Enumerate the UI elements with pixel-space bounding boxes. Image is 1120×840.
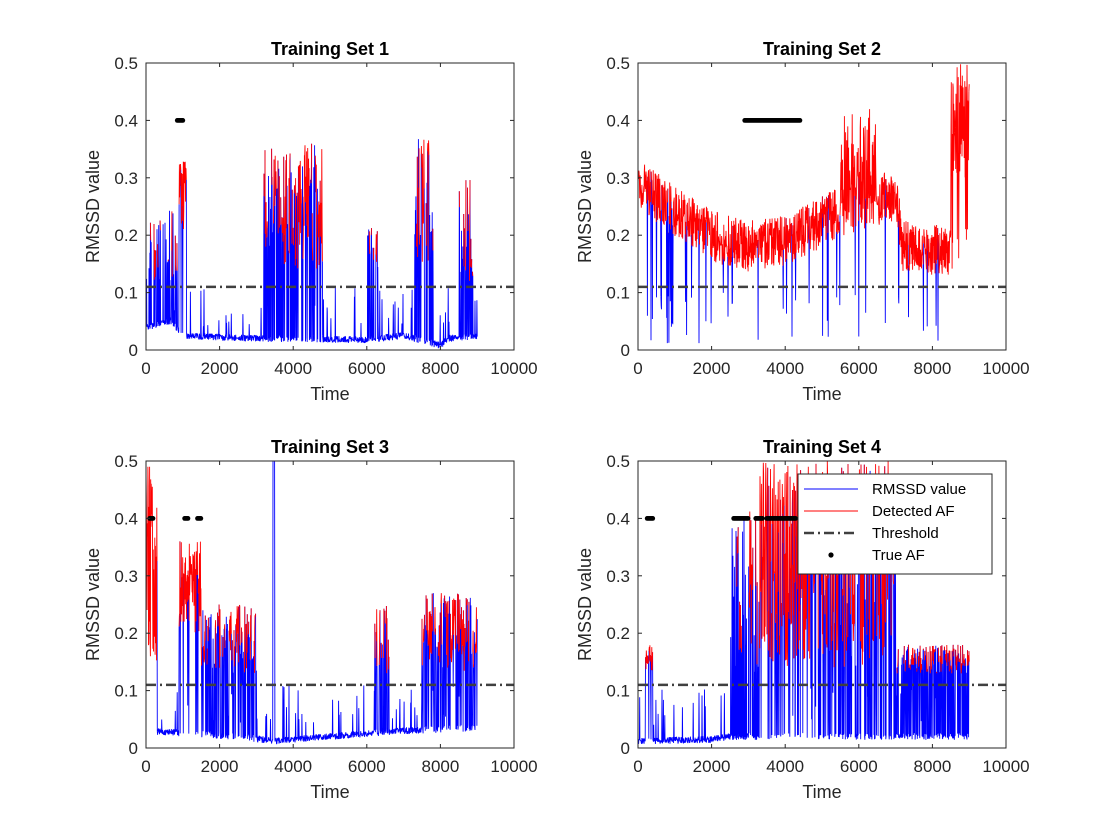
x-tick-label: 4000 [274,757,312,776]
true-af-point [650,516,656,521]
y-tick-label: 0.2 [114,624,138,643]
y-axis-label: RMSSD value [575,548,595,661]
axes-box [145,460,515,749]
x-tick-label: 4000 [766,757,804,776]
x-tick-label: 8000 [421,359,459,378]
legend-swatch-dot [828,552,834,558]
x-tick-label: 10000 [982,359,1029,378]
true-af-point [797,118,803,123]
y-axis-label: RMSSD value [83,150,103,263]
y-tick-label: 0.2 [606,624,630,643]
x-tick-label: 8000 [421,757,459,776]
x-tick-label: 0 [141,757,150,776]
x-tick-label: 2000 [201,757,239,776]
x-tick-label: 0 [633,757,642,776]
y-axis-label: RMSSD value [575,150,595,263]
y-tick-label: 0.3 [114,169,138,188]
subplot-1: 0 2000 4000 6000 8000 10000 0 0.1 0.2 0.3 0.4 0.5 Tr… [83,39,538,404]
y-tick-label: 0.2 [114,226,138,245]
y-tick-label: 0.3 [606,169,630,188]
legend-entry-label: True AF [872,547,925,564]
x-tick-label: 6000 [840,757,878,776]
y-tick-label: 0.2 [606,226,630,245]
axes-box [145,62,515,351]
y-tick-label: 0.4 [606,111,630,130]
x-tick-label: 2000 [693,757,731,776]
true-af-point [185,516,191,521]
true-af-point [150,516,156,521]
legend-entry-label: RMSSD value [872,481,966,498]
x-axis-label: Time [310,782,349,802]
y-tick-label: 0.1 [114,682,138,701]
legend-entry-label: Threshold [872,525,939,542]
y-tick-label: 0 [621,739,630,758]
x-tick-label: 0 [141,359,150,378]
axes-box [637,62,1007,351]
y-tick-label: 0.3 [606,567,630,586]
y-tick-label: 0.5 [606,54,630,73]
y-tick-label: 0.4 [114,509,138,528]
x-tick-label: 4000 [766,359,804,378]
x-axis-label: Time [802,782,841,802]
axes-box [637,460,1007,749]
subplot-title: Training Set 4 [763,437,881,457]
x-tick-label: 8000 [913,359,951,378]
x-tick-label: 6000 [840,359,878,378]
y-tick-label: 0.1 [606,682,630,701]
y-axis-label: RMSSD value [83,548,103,661]
y-tick-label: 0.1 [606,284,630,303]
subplot-2: 0 2000 4000 6000 8000 10000 0 0.1 0.2 0.3 0.4 0.5 Tr… [575,39,1030,404]
x-axis-label: Time [802,384,841,404]
subplot-title: Training Set 1 [271,39,389,59]
y-tick-label: 0.3 [114,567,138,586]
y-tick-label: 0 [129,341,138,360]
subplot-3: 0 2000 4000 6000 8000 10000 0 0.1 0.2 0.3 0.4 0.5 Tr… [83,437,538,802]
x-tick-label: 8000 [913,757,951,776]
x-tick-label: 4000 [274,359,312,378]
true-af-point [180,118,186,123]
rmssd-series-line [156,461,478,745]
x-tick-label: 10000 [490,757,537,776]
subplot-title: Training Set 2 [763,39,881,59]
y-tick-label: 0.4 [606,509,630,528]
x-axis-label: Time [310,384,349,404]
y-tick-label: 0.5 [114,452,138,471]
x-tick-label: 2000 [201,359,239,378]
legend-entry-label: Detected AF [872,503,955,520]
plot-area [146,63,514,350]
x-tick-label: 2000 [693,359,731,378]
legend: RMSSD value Detected AF Threshold True AF [797,473,993,575]
true-af-point [759,516,765,521]
y-tick-label: 0.1 [114,284,138,303]
y-tick-label: 0.4 [114,111,138,130]
x-tick-label: 6000 [348,757,386,776]
y-tick-label: 0 [129,739,138,758]
rmssd-series-line [646,171,939,344]
y-tick-label: 0 [621,341,630,360]
y-tick-label: 0.5 [606,452,630,471]
x-tick-label: 0 [633,359,642,378]
y-tick-label: 0.5 [114,54,138,73]
true-af-point [198,516,204,521]
true-af-point [745,516,751,521]
true-af-point [793,516,798,521]
detected-af-series-line [149,139,474,281]
subplot-title: Training Set 3 [271,437,389,457]
x-tick-label: 10000 [982,757,1029,776]
subplot-4: 0 2000 4000 6000 8000 10000 0 0.1 0.2 0.3 0.4 0.5 Tr… [575,437,1030,802]
x-tick-label: 10000 [490,359,537,378]
x-tick-label: 6000 [348,359,386,378]
